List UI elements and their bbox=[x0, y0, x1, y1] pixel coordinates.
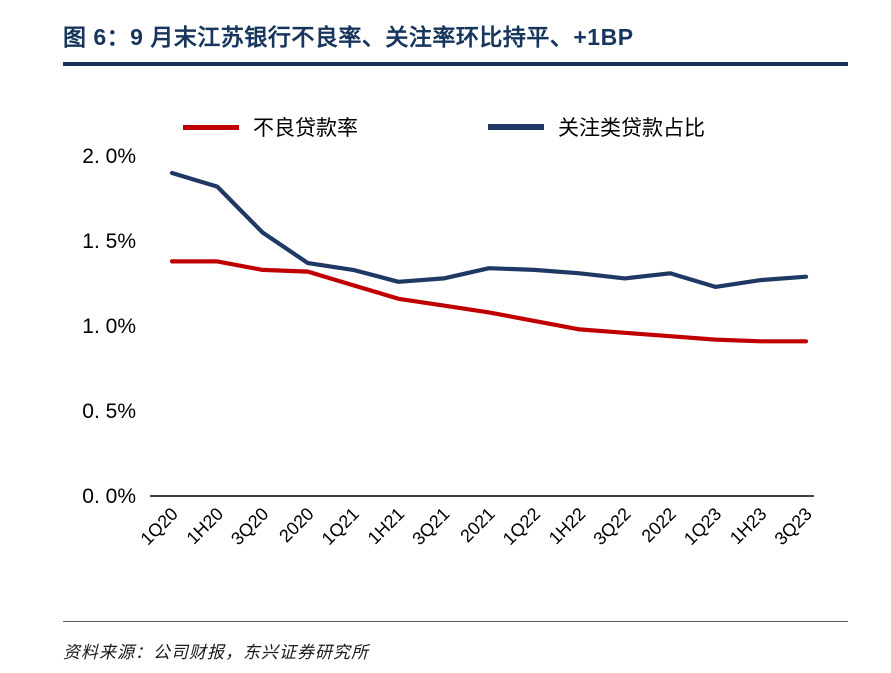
figure-title: 图 6：9 月末江苏银行不良率、关注率环比持平、+1BP bbox=[63, 24, 634, 50]
npl-line-swatch bbox=[183, 124, 239, 130]
legend-label-npl: 不良贷款率 bbox=[253, 117, 358, 140]
y-tick-label: 2. 0% bbox=[82, 145, 136, 168]
y-tick-label: 0. 5% bbox=[82, 400, 136, 423]
x-tick-label: 3Q23 bbox=[771, 504, 816, 549]
x-tick-label: 1H22 bbox=[545, 504, 590, 549]
series-line-npl-ratio bbox=[169, 259, 809, 344]
title-underline bbox=[63, 62, 848, 66]
x-tick-label: 1Q23 bbox=[680, 504, 725, 549]
x-tick-label: 1Q21 bbox=[318, 504, 363, 549]
series-line-special-mention-ratio bbox=[169, 170, 809, 289]
y-tick-label: 1. 0% bbox=[82, 315, 136, 338]
x-tick-label: 2020 bbox=[275, 504, 317, 546]
x-tick-label: 1Q20 bbox=[137, 504, 182, 549]
y-tick-label: 0. 0% bbox=[82, 485, 136, 508]
x-tick-label: 3Q21 bbox=[408, 504, 453, 549]
footer-divider bbox=[63, 621, 848, 622]
source-note: 资料来源：公司财报，东兴证券研究所 bbox=[63, 643, 369, 663]
line-chart: 0. 0%0. 5%1. 0%1. 5%2. 0%1Q20 1H20 3Q20 202… bbox=[82, 145, 816, 549]
legend-label-attention: 关注类贷款占比 bbox=[558, 117, 705, 140]
x-tick-label: 3Q22 bbox=[589, 504, 634, 549]
x-tick-label: 1H20 bbox=[183, 504, 228, 549]
x-tick-label: 1H21 bbox=[364, 504, 409, 549]
x-tick-label: 2022 bbox=[638, 504, 680, 546]
x-tick-label: 3Q20 bbox=[227, 504, 272, 549]
chart-legend: 不良贷款率 关注类贷款占比 bbox=[0, 112, 891, 146]
legend-item-attention: 关注类贷款占比 bbox=[488, 112, 705, 142]
x-tick-label: 1Q22 bbox=[499, 504, 544, 549]
x-tick-label: 1H23 bbox=[726, 504, 771, 549]
y-tick-label: 1. 5% bbox=[82, 230, 136, 253]
attention-line-swatch bbox=[488, 124, 544, 130]
x-tick-label: 2021 bbox=[456, 504, 498, 546]
legend-item-npl: 不良贷款率 bbox=[183, 112, 358, 142]
